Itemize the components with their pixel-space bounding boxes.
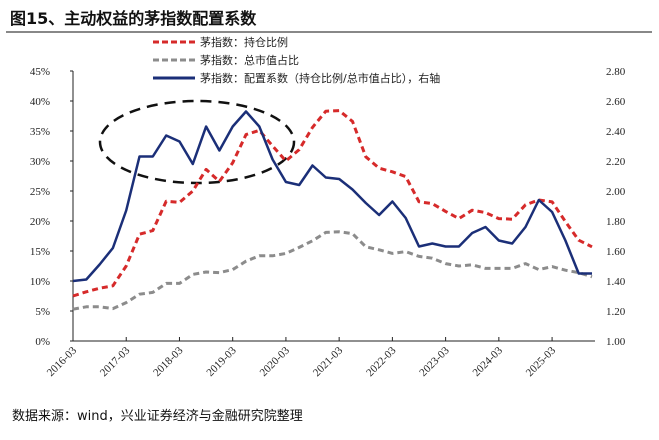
right-tick-label: 2.20 bbox=[606, 156, 626, 168]
right-tick-label: 1.40 bbox=[606, 276, 626, 288]
x-tick-label: 2018-03 bbox=[151, 344, 186, 379]
left-tick-label: 10% bbox=[30, 276, 50, 288]
x-tick-label: 2022-03 bbox=[364, 344, 399, 379]
x-tick-label: 2019-03 bbox=[204, 344, 239, 379]
right-tick-label: 1.20 bbox=[606, 306, 626, 318]
right-tick-label: 1.60 bbox=[606, 246, 626, 258]
legend-label-2: 茅指数：配置系数（持仓比例/总市值占比），右轴 bbox=[200, 71, 440, 85]
series-line-0 bbox=[72, 109, 593, 298]
axes: 0% 5% 10% 15% 20% 25% 30% 35% 40% 45% 1.00 1.20 1.40… bbox=[30, 66, 626, 379]
series-group bbox=[72, 109, 593, 311]
x-tick-label: 2023-03 bbox=[417, 344, 452, 379]
right-tick-label: 1.00 bbox=[606, 336, 626, 348]
legend-label-1: 茅指数：总市值占比 bbox=[200, 53, 299, 67]
right-tick-label: 1.80 bbox=[606, 216, 626, 228]
x-tick-label: 2020-03 bbox=[258, 344, 293, 379]
left-tick-label: 30% bbox=[30, 156, 50, 168]
x-tick-label: 2021-03 bbox=[311, 344, 346, 379]
left-tick-label: 15% bbox=[30, 246, 50, 258]
right-tick-label: 2.00 bbox=[606, 186, 626, 198]
chart-title: 图15、主动权益的茅指数配置系数 bbox=[10, 9, 257, 28]
left-tick-label: 25% bbox=[30, 186, 50, 198]
left-tick-label: 40% bbox=[30, 96, 50, 108]
x-tick-label: 2024-03 bbox=[471, 344, 506, 379]
x-tick-label: 2025-03 bbox=[524, 344, 559, 379]
series-line-2 bbox=[72, 110, 592, 283]
legend-label-0: 茅指数：持仓比例 bbox=[200, 35, 288, 49]
right-tick-label: 2.60 bbox=[606, 96, 626, 108]
x-tick-label: 2016-03 bbox=[45, 344, 80, 379]
source-note: 数据来源：wind，兴业证券经济与金融研究院整理 bbox=[12, 408, 303, 424]
left-tick-label: 35% bbox=[30, 126, 50, 138]
left-tick-label: 20% bbox=[30, 216, 50, 228]
left-tick-label: 0% bbox=[35, 336, 50, 348]
series-line-1 bbox=[72, 230, 593, 311]
left-tick-label: 5% bbox=[35, 306, 50, 318]
x-tick-label: 2017-03 bbox=[98, 344, 133, 379]
right-tick-label: 2.80 bbox=[606, 66, 626, 78]
right-tick-label: 2.40 bbox=[606, 126, 626, 138]
left-tick-label: 45% bbox=[30, 66, 50, 78]
